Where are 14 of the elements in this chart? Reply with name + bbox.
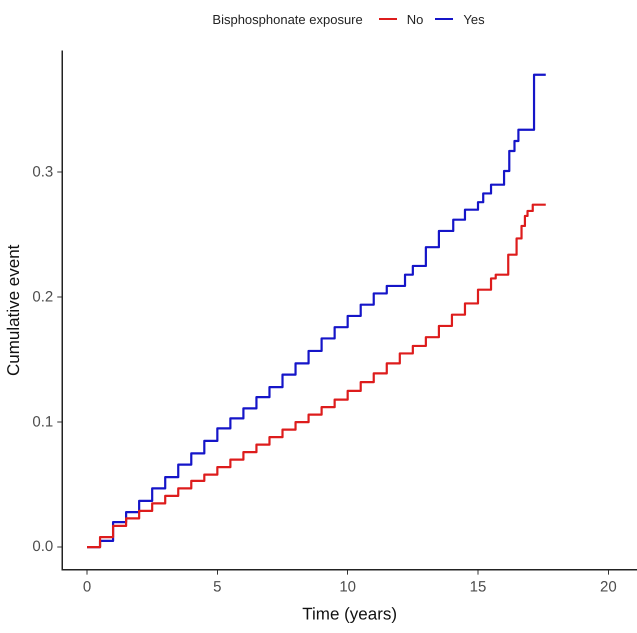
- x-tick-label: 15: [470, 578, 486, 596]
- x-tick-label: 5: [213, 578, 222, 596]
- legend-label: Yes: [463, 12, 485, 26]
- y-tick-label: 0.0: [32, 538, 54, 556]
- y-tick-label: 0.1: [32, 413, 54, 430]
- y-axis-title: Cumulative event: [4, 244, 23, 376]
- legend-label: No: [406, 12, 424, 26]
- legend-title: Bisphosphonate exposure: [212, 12, 363, 26]
- x-tick-label: 0: [82, 578, 92, 596]
- x-axis-title: Time (years): [302, 604, 398, 624]
- x-tick-label: 10: [339, 578, 356, 596]
- x-tick-label: 20: [600, 578, 617, 596]
- y-tick-label: 0.3: [32, 163, 54, 180]
- y-tick-label: 0.2: [32, 288, 54, 306]
